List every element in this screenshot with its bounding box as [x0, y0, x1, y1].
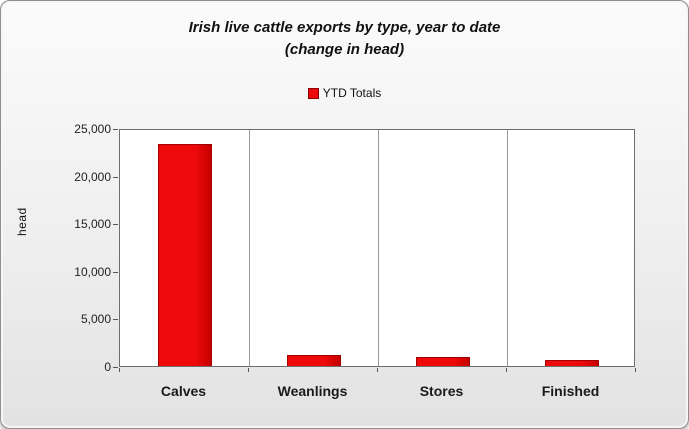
- chart-title-line2: (change in head): [284, 40, 405, 58]
- x-category-label: Stores: [419, 383, 464, 399]
- y-tick-label: 20,000: [74, 169, 111, 184]
- x-tick-mark: [119, 368, 120, 372]
- y-axis-title: head: [15, 207, 29, 236]
- chart-title-line1: Irish live cattle exports by type, year …: [188, 19, 501, 36]
- plot-area: [119, 129, 635, 367]
- y-tick-label: 10,000: [74, 264, 111, 279]
- bar-stores: [415, 357, 470, 366]
- y-tick-label: 15,000: [74, 217, 111, 232]
- y-tick-mark: [113, 367, 118, 368]
- legend-swatch-icon: [307, 87, 319, 99]
- bar-weanlings: [286, 355, 341, 366]
- plot-divider-line: [507, 130, 508, 366]
- y-tick-mark: [113, 129, 118, 130]
- plot-divider-line: [378, 130, 379, 366]
- y-tick-mark: [113, 224, 118, 226]
- y-tick-label: 5,000: [80, 312, 111, 327]
- y-tick-label: 0: [104, 360, 111, 374]
- plot-divider-line: [249, 130, 250, 366]
- y-tick-label: 25,000: [74, 122, 111, 136]
- bar-calves: [157, 144, 212, 366]
- x-category-label: Weanlings: [277, 383, 348, 399]
- x-tick-mark: [506, 368, 507, 372]
- chart-legend: YTD Totals: [1, 86, 688, 100]
- x-category-label: Finished: [541, 383, 600, 399]
- y-tick-mark: [113, 319, 118, 321]
- x-tick-mark: [248, 368, 249, 372]
- x-category-label: Calves: [160, 383, 207, 399]
- y-tick-mark: [113, 271, 118, 273]
- y-tick-mark: [113, 176, 118, 178]
- x-tick-mark: [377, 368, 378, 372]
- legend-label: YTD Totals: [322, 86, 382, 100]
- chart-title: Irish live cattle exports by type, year …: [1, 17, 688, 61]
- x-tick-mark: [635, 368, 636, 372]
- bar-finished: [544, 360, 599, 366]
